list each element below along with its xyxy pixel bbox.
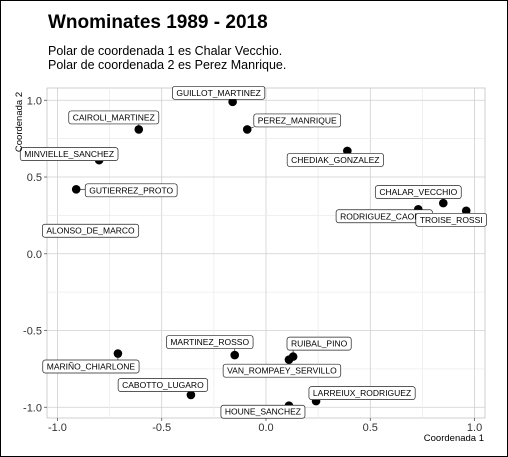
point-label-box [166, 335, 254, 349]
point-labels: GUILLOT_MARTINEZ PEREZ_MANRIQUE CAIROLI_MA… [19, 85, 487, 419]
subtitle-line-2: Polar de coordenada 2 es Perez Manrique. [48, 58, 287, 72]
point-label-box [42, 359, 140, 374]
chart-subtitle: Polar de coordenada 1 es Chalar Vecchio.… [48, 44, 286, 72]
point-label-box [41, 223, 140, 238]
point-label-text: MINVIELLE_SANCHEZ [24, 149, 114, 159]
point-label: PEREZ_MANRIQUE [253, 113, 342, 128]
data-point [438, 198, 448, 208]
y-tick-label: 0.0 [27, 249, 42, 261]
point-label: CABOTTO_LUGARO [117, 378, 209, 392]
point-label-box [68, 110, 160, 125]
y-axis-label: Coordenada 2 [14, 92, 25, 152]
y-tick-label: -1.0 [23, 402, 42, 414]
point-label-text: TROISE_ROSSI [420, 215, 483, 225]
point-label: CAIROLI_MARTINEZ [68, 110, 160, 125]
point-label-box [84, 183, 178, 198]
point-label: VAN_ROMPAEY_SERVILLO [222, 363, 342, 378]
point-label-text: RODRIGUEZ_CAORSI [340, 211, 428, 221]
point-label-text: LARREIUX_RODRIGUEZ [313, 388, 411, 398]
point-label-box [415, 212, 487, 227]
x-tick-label: 1.0 [467, 422, 482, 434]
data-point [242, 125, 252, 134]
point-label-text: VAN_ROMPAEY_SERVILLO [227, 366, 337, 376]
point-label-box [220, 404, 306, 419]
point-label-box [286, 153, 384, 167]
point-label-box [308, 386, 416, 400]
point-label-box [286, 336, 352, 351]
data-point [71, 185, 81, 194]
point-label: CHEDIAK_GONZALEZ [286, 153, 384, 167]
y-tick-label: 0.5 [27, 172, 42, 184]
grid-lines [47, 88, 485, 418]
point-label-box [19, 147, 119, 161]
point-label: CHALAR_VECCHIO [374, 185, 462, 199]
data-point [134, 125, 144, 134]
point-label: LARREIUX_RODRIGUEZ [308, 386, 416, 400]
axis-ticks: -1.0 -0.5 0.0 0.5 1.0 -1.0 -0.5 0.0 0.5 1.0 [23, 95, 482, 434]
point-label-text: ALONSO_DE_MARCO [46, 226, 135, 236]
data-point [186, 390, 196, 400]
point-label: GUTIERREZ_PROTO [84, 183, 178, 198]
data-point [284, 355, 294, 364]
point-label: HOUNE_SANCHEZ [220, 404, 306, 419]
point-label-box [374, 185, 462, 199]
subtitle-line-1: Polar de coordenada 1 es Chalar Vecchio. [48, 44, 283, 58]
point-label-text: MARTINEZ_ROSSO [170, 337, 249, 347]
x-tick-label: 0.0 [258, 422, 273, 434]
point-label-text: HOUNE_SANCHEZ [225, 407, 301, 417]
point-label-text: GUILLOT_MARTINEZ [176, 88, 260, 98]
point-label: MARIÑO_CHIARLONE [42, 359, 140, 374]
point-label: MARTINEZ_ROSSO [166, 335, 254, 349]
point-label-text: CAIROLI_MARTINEZ [73, 112, 155, 122]
point-label-box [222, 363, 342, 378]
point-label: RUIBAL_PINO [286, 336, 352, 351]
point-label-box [253, 113, 342, 128]
point-label-text: CHALAR_VECCHIO [379, 187, 457, 197]
point-label: TROISE_ROSSI [415, 212, 487, 227]
point-label: MINVIELLE_SANCHEZ [19, 147, 119, 161]
point-label: GUILLOT_MARTINEZ [172, 85, 266, 100]
point-label-box [172, 85, 266, 100]
data-point [113, 349, 123, 358]
point-label-text: CABOTTO_LUGARO [122, 380, 204, 390]
x-axis-label: Coordenada 1 [424, 433, 484, 444]
x-tick-label: -0.5 [152, 422, 171, 434]
x-tick-label: -1.0 [48, 422, 67, 434]
y-tick-label: -0.5 [23, 326, 42, 338]
point-label-box [117, 378, 209, 392]
point-label-text: GUTIERREZ_PROTO [89, 185, 173, 195]
data-point [230, 350, 240, 360]
y-tick-label: 1.0 [27, 95, 42, 107]
point-label-text: MARIÑO_CHIARLONE [47, 362, 136, 372]
point-label-text: RUIBAL_PINO [291, 339, 348, 349]
point-label: ALONSO_DE_MARCO [41, 223, 140, 238]
point-label-text: CHEDIAK_GONZALEZ [291, 155, 379, 165]
chart-title: Wnominates 1989 - 2018 [48, 12, 268, 33]
point-label-text: PEREZ_MANRIQUE [258, 115, 337, 125]
x-tick-label: 0.5 [363, 422, 378, 434]
